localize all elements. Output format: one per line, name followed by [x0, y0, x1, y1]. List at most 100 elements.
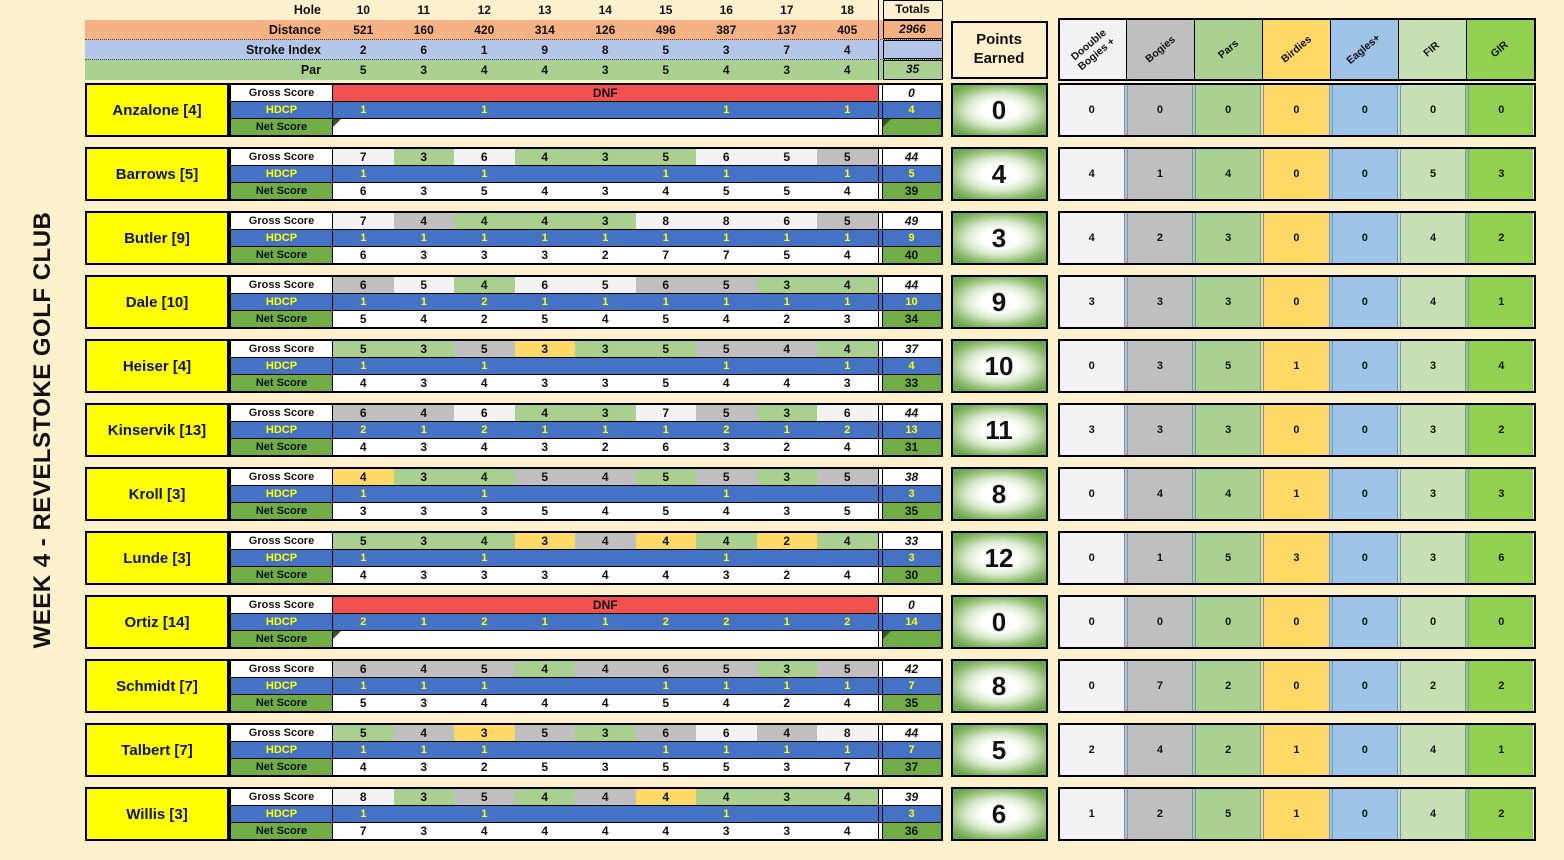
gross-h16[interactable]: 5	[696, 277, 757, 293]
gross-h10[interactable]: 7	[333, 149, 394, 165]
hdcp-h16[interactable]: 1	[723, 488, 730, 500]
hdcp-h18[interactable]: 1	[844, 680, 851, 692]
player-name-talbert[interactable]: Talbert [7]	[85, 723, 229, 777]
gross-h13[interactable]: 5	[514, 725, 575, 741]
gross-h18[interactable]: 5	[817, 213, 878, 229]
hdcp-h11[interactable]	[394, 102, 455, 118]
gross-h10[interactable]: 7	[333, 213, 394, 229]
gross-h15[interactable]: 5	[635, 341, 696, 357]
gross-h11[interactable]: 3	[393, 789, 454, 805]
hdcp-h18[interactable]: 2	[844, 616, 851, 628]
gross-h15[interactable]: 6	[635, 725, 696, 741]
hdcp-h15[interactable]: 2	[662, 616, 669, 628]
hdcp-h17[interactable]: 1	[783, 296, 790, 308]
player-name-barrows[interactable]: Barrows [5]	[85, 147, 229, 201]
gross-h16[interactable]: 5	[696, 661, 757, 677]
hdcp-h16[interactable]: 2	[723, 616, 730, 628]
hdcp-h17[interactable]	[757, 358, 818, 374]
gross-h18[interactable]: 4	[817, 533, 878, 549]
hdcp-h13[interactable]: 1	[541, 232, 548, 244]
hdcp-h15[interactable]	[636, 550, 697, 566]
gross-h13[interactable]: 5	[514, 469, 575, 485]
hdcp-h18[interactable]	[817, 806, 878, 822]
gross-h14[interactable]: 4	[575, 533, 636, 549]
gross-h16[interactable]: 5	[696, 341, 757, 357]
hdcp-h13[interactable]: 1	[541, 616, 548, 628]
hdcp-h10[interactable]: 2	[360, 424, 367, 436]
hdcp-h16[interactable]: 1	[723, 296, 730, 308]
hdcp-h18[interactable]: 1	[844, 744, 851, 756]
hdcp-h11[interactable]: 1	[420, 424, 427, 436]
gross-h17[interactable]: 3	[756, 789, 817, 805]
hdcp-h14[interactable]	[575, 742, 636, 758]
hdcp-h12[interactable]: 2	[481, 424, 488, 436]
hdcp-h13[interactable]	[515, 102, 576, 118]
gross-h15[interactable]: 8	[635, 213, 696, 229]
player-name-kroll[interactable]: Kroll [3]	[85, 467, 229, 521]
hdcp-h17[interactable]	[757, 550, 818, 566]
gross-h13[interactable]: 4	[514, 149, 575, 165]
hdcp-h16[interactable]: 1	[723, 552, 730, 564]
gross-h18[interactable]: 5	[817, 469, 878, 485]
gross-h13[interactable]: 4	[514, 405, 575, 421]
hdcp-h13[interactable]	[515, 806, 576, 822]
hdcp-h10[interactable]: 1	[360, 552, 367, 564]
gross-h18[interactable]: 5	[817, 661, 878, 677]
gross-h14[interactable]: 4	[575, 789, 636, 805]
hdcp-h10[interactable]: 1	[360, 168, 367, 180]
hdcp-h12[interactable]: 1	[481, 168, 488, 180]
hdcp-h16[interactable]: 1	[723, 808, 730, 820]
gross-h10[interactable]: 5	[333, 533, 394, 549]
hdcp-h14[interactable]	[575, 550, 636, 566]
hdcp-h18[interactable]: 2	[844, 424, 851, 436]
gross-h17[interactable]: 3	[756, 661, 817, 677]
player-name-lunde[interactable]: Lunde [3]	[85, 531, 229, 585]
hdcp-h12[interactable]: 1	[481, 232, 488, 244]
hdcp-h18[interactable]	[817, 486, 878, 502]
gross-h12[interactable]: 4	[454, 469, 515, 485]
gross-h11[interactable]: 3	[393, 341, 454, 357]
gross-h12[interactable]: 4	[454, 213, 515, 229]
hdcp-h10[interactable]: 1	[360, 232, 367, 244]
gross-h17[interactable]: 3	[756, 405, 817, 421]
hdcp-h10[interactable]: 1	[360, 680, 367, 692]
gross-h17[interactable]: 3	[756, 469, 817, 485]
gross-h15[interactable]: 7	[635, 405, 696, 421]
hdcp-h15[interactable]	[636, 486, 697, 502]
hdcp-h10[interactable]: 1	[360, 808, 367, 820]
hdcp-h18[interactable]: 1	[844, 232, 851, 244]
hdcp-h15[interactable]: 1	[662, 232, 669, 244]
gross-h14[interactable]: 4	[575, 661, 636, 677]
gross-h14[interactable]: 3	[575, 725, 636, 741]
hdcp-h13[interactable]	[515, 550, 576, 566]
hdcp-h14[interactable]	[575, 166, 636, 182]
hdcp-h15[interactable]: 1	[662, 296, 669, 308]
hdcp-h11[interactable]: 1	[420, 680, 427, 692]
hdcp-h10[interactable]: 1	[360, 744, 367, 756]
hdcp-h16[interactable]: 1	[723, 104, 730, 116]
player-name-butler[interactable]: Butler [9]	[85, 211, 229, 265]
hdcp-h11[interactable]	[394, 486, 455, 502]
hdcp-h12[interactable]: 1	[481, 808, 488, 820]
gross-h12[interactable]: 6	[454, 405, 515, 421]
hdcp-h11[interactable]	[394, 550, 455, 566]
hdcp-h14[interactable]	[575, 486, 636, 502]
hdcp-h17[interactable]	[757, 486, 818, 502]
hdcp-h15[interactable]: 1	[662, 744, 669, 756]
hdcp-h18[interactable]	[817, 550, 878, 566]
hdcp-h11[interactable]: 1	[420, 232, 427, 244]
gross-h16[interactable]: 8	[696, 213, 757, 229]
gross-h11[interactable]: 4	[393, 725, 454, 741]
gross-h13[interactable]: 4	[514, 789, 575, 805]
gross-h15[interactable]: 6	[635, 661, 696, 677]
hdcp-h11[interactable]: 1	[420, 296, 427, 308]
player-name-kinservik[interactable]: Kinservik [13]	[85, 403, 229, 457]
gross-h17[interactable]: 5	[756, 149, 817, 165]
gross-h12[interactable]: 4	[454, 533, 515, 549]
hdcp-h10[interactable]: 1	[360, 296, 367, 308]
hdcp-h12[interactable]: 2	[481, 296, 488, 308]
gross-h14[interactable]: 5	[575, 277, 636, 293]
hdcp-h17[interactable]: 1	[783, 616, 790, 628]
hdcp-h13[interactable]: 1	[541, 424, 548, 436]
gross-h18[interactable]: 6	[817, 405, 878, 421]
